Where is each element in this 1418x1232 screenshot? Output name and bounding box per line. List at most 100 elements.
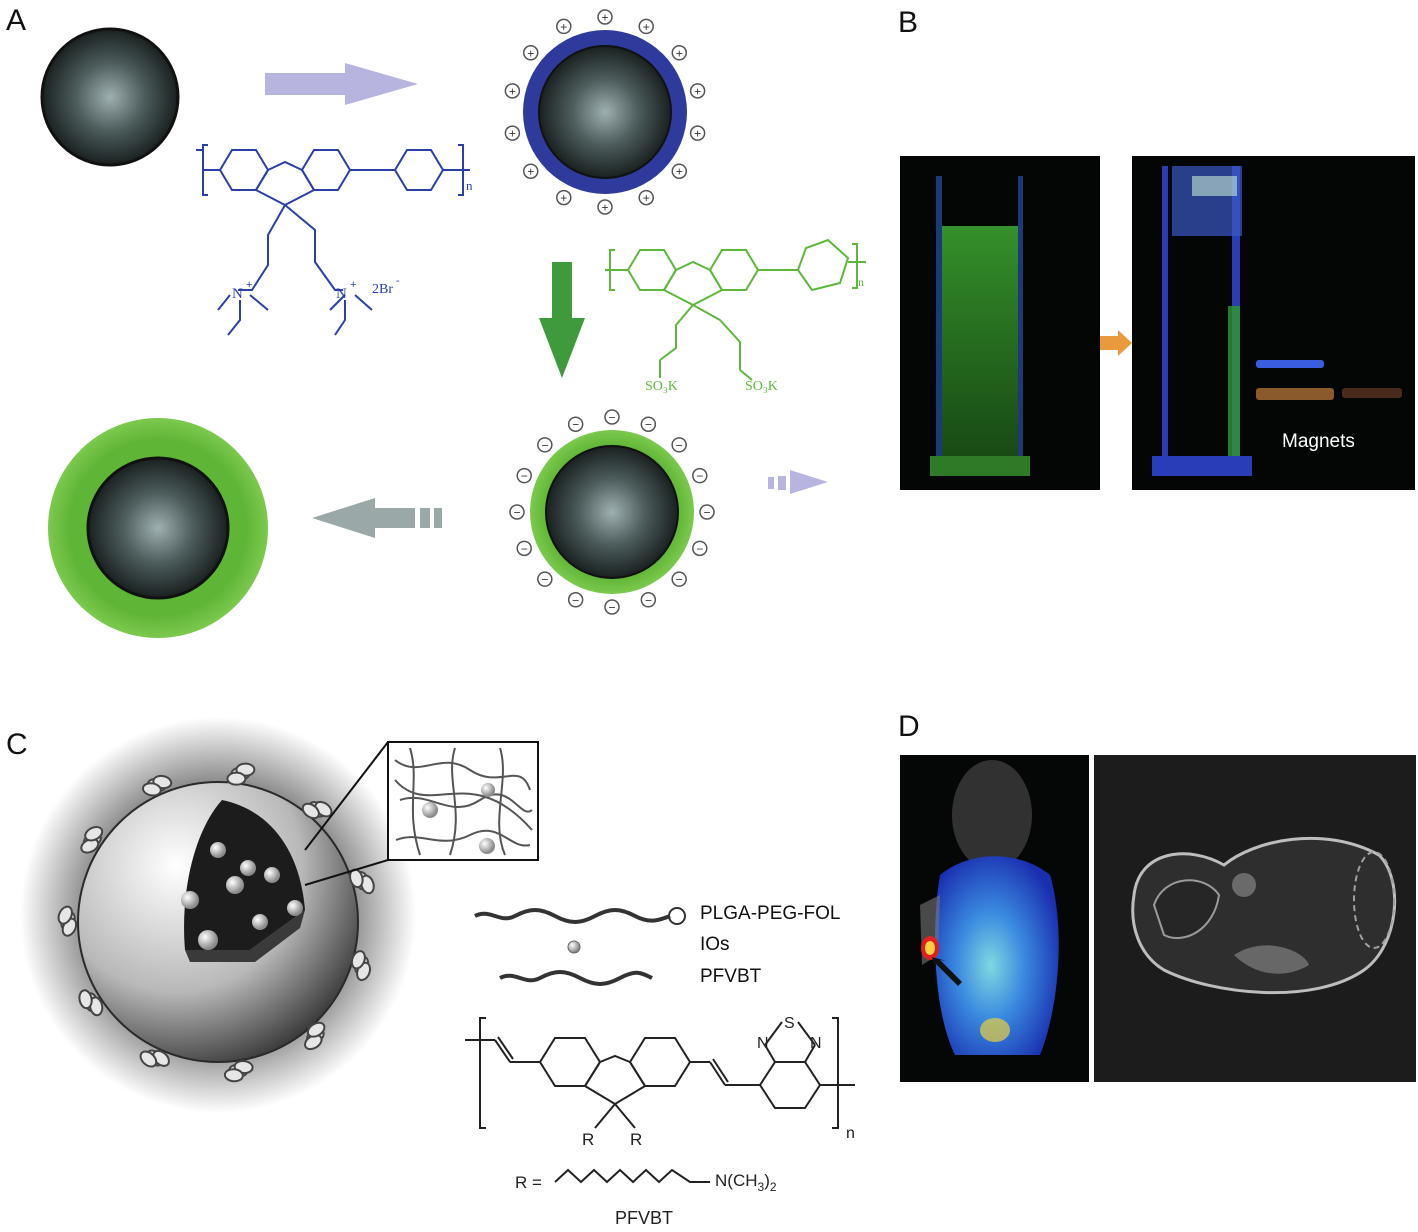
charge-sign: −	[676, 573, 683, 587]
panel-b-photo-before	[900, 156, 1100, 490]
negative-charges: − − − − − − − − − − − − − − − −	[509, 409, 715, 615]
charge-symbol	[638, 189, 654, 206]
charge-symbol	[516, 467, 532, 484]
charge-symbol	[556, 18, 572, 35]
charge-sign: −	[608, 601, 615, 615]
charge-symbol	[689, 83, 706, 99]
charge-symbol	[522, 45, 539, 61]
charge-symbol	[692, 540, 708, 557]
pfs-sulfonate-right: SO₃K	[745, 379, 778, 394]
charge-sign: −	[521, 469, 528, 483]
cuvette-before	[930, 176, 1030, 476]
panel-b-photo-after: Magnets	[1132, 156, 1415, 490]
charge-symbol	[604, 599, 620, 615]
charge-sign: +	[509, 127, 516, 141]
charge-symbol	[604, 409, 620, 425]
pfvbt-atom-s: S	[784, 1015, 795, 1032]
charge-symbol	[689, 125, 706, 141]
cuvette-after	[1152, 166, 1402, 476]
pfs-sulfonate-left: SO₃K	[645, 379, 678, 394]
pfvbt-r-left: R	[582, 1130, 594, 1149]
io-particle	[287, 900, 303, 916]
charge-symbol	[567, 416, 584, 432]
pfn-amine-charge-left: +	[246, 279, 252, 291]
r-def-close: )	[764, 1171, 770, 1190]
charge-sign: +	[694, 127, 701, 141]
charge-symbol	[638, 18, 654, 35]
folate-knot	[223, 1060, 254, 1083]
mri-body-outline	[1131, 836, 1397, 995]
charge-sign: −	[608, 411, 615, 425]
panel-letter-c: C	[6, 728, 28, 761]
charge-sign: +	[527, 46, 534, 60]
bare-core-particle	[40, 27, 180, 167]
folate-knot	[141, 774, 173, 797]
charge-sign: +	[601, 11, 608, 25]
pfs-subscript-n: n	[858, 275, 864, 289]
charge-sign: +	[643, 20, 650, 34]
mouse-body-signal	[935, 856, 1059, 1055]
charge-sign: −	[541, 438, 548, 452]
folate-knot	[139, 1049, 170, 1068]
panel-letter-b: B	[898, 6, 919, 39]
charge-symbol	[537, 437, 553, 453]
charge-symbol	[671, 45, 688, 61]
pfn-counterion-sup: -	[396, 275, 400, 287]
io-particle	[240, 860, 256, 876]
charge-symbol	[671, 163, 688, 179]
charge-symbol	[522, 163, 539, 179]
r-def-sub2: 2	[770, 1180, 777, 1194]
panel-letter-d: D	[898, 710, 920, 743]
io-particle	[252, 914, 268, 930]
charge-sign: −	[696, 469, 703, 483]
charge-sign: +	[560, 191, 567, 205]
folate-knot	[78, 989, 104, 1017]
charge-symbol	[537, 571, 553, 587]
folate-knot	[304, 1021, 326, 1051]
charge-sign: −	[541, 573, 548, 587]
charge-symbol	[597, 9, 613, 25]
legend-ios: IOs	[700, 934, 730, 955]
charge-sign: −	[696, 542, 703, 556]
pfvbt-r-right: R	[630, 1130, 642, 1149]
pfn-subscript-n: n	[466, 178, 473, 193]
charge-sign: −	[572, 593, 579, 607]
panel-d-mri-image	[1094, 755, 1416, 1082]
pfs-structure	[605, 238, 866, 381]
charge-symbol	[640, 416, 657, 432]
charge-symbol	[509, 504, 525, 520]
panel-d-fluorescence-image	[900, 755, 1089, 1082]
charge-sign: −	[521, 542, 528, 556]
charge-sign: −	[703, 506, 710, 520]
mouse-head	[952, 760, 1032, 870]
charge-sign: −	[645, 593, 652, 607]
positive-charges: + + + + + + + + + + + + + +	[504, 9, 706, 215]
pfn-amine-n-left: N	[232, 286, 243, 302]
charge-sign: +	[643, 191, 650, 205]
legend-pfvbt: PFVBT	[700, 966, 762, 987]
panel-a-scheme: + + + + + + + + + + + + + + n N + N + 2Br -	[40, 9, 866, 638]
svg-text:N(CH3)2: N(CH3)2	[715, 1171, 777, 1194]
charge-symbol	[567, 592, 584, 608]
folate-knot	[301, 800, 333, 820]
charge-symbol	[504, 83, 521, 99]
charge-sign: +	[676, 165, 683, 179]
charge-symbol	[671, 571, 687, 587]
pfvbt-caption: PFVBT	[615, 1208, 673, 1228]
folate-knot	[80, 825, 104, 854]
folate-knots	[57, 762, 375, 1083]
legend-plga-peg-fol: PLGA-PEG-FOL	[700, 903, 841, 924]
charge-sign: +	[676, 46, 683, 60]
charge-sign: −	[572, 418, 579, 432]
r-def-group: N(CH	[715, 1171, 758, 1190]
magnets-label: Magnets	[1282, 431, 1355, 452]
charge-sign: +	[601, 201, 608, 215]
charge-symbol	[556, 189, 572, 206]
charge-symbol	[692, 467, 708, 484]
pfvbt-atom-n-left: N	[757, 1035, 769, 1052]
charge-sign: −	[645, 418, 652, 432]
pfn-structure	[196, 144, 470, 336]
io-particle	[198, 930, 218, 950]
charge-symbol	[699, 504, 715, 520]
panel-b-arrow	[1100, 330, 1132, 356]
